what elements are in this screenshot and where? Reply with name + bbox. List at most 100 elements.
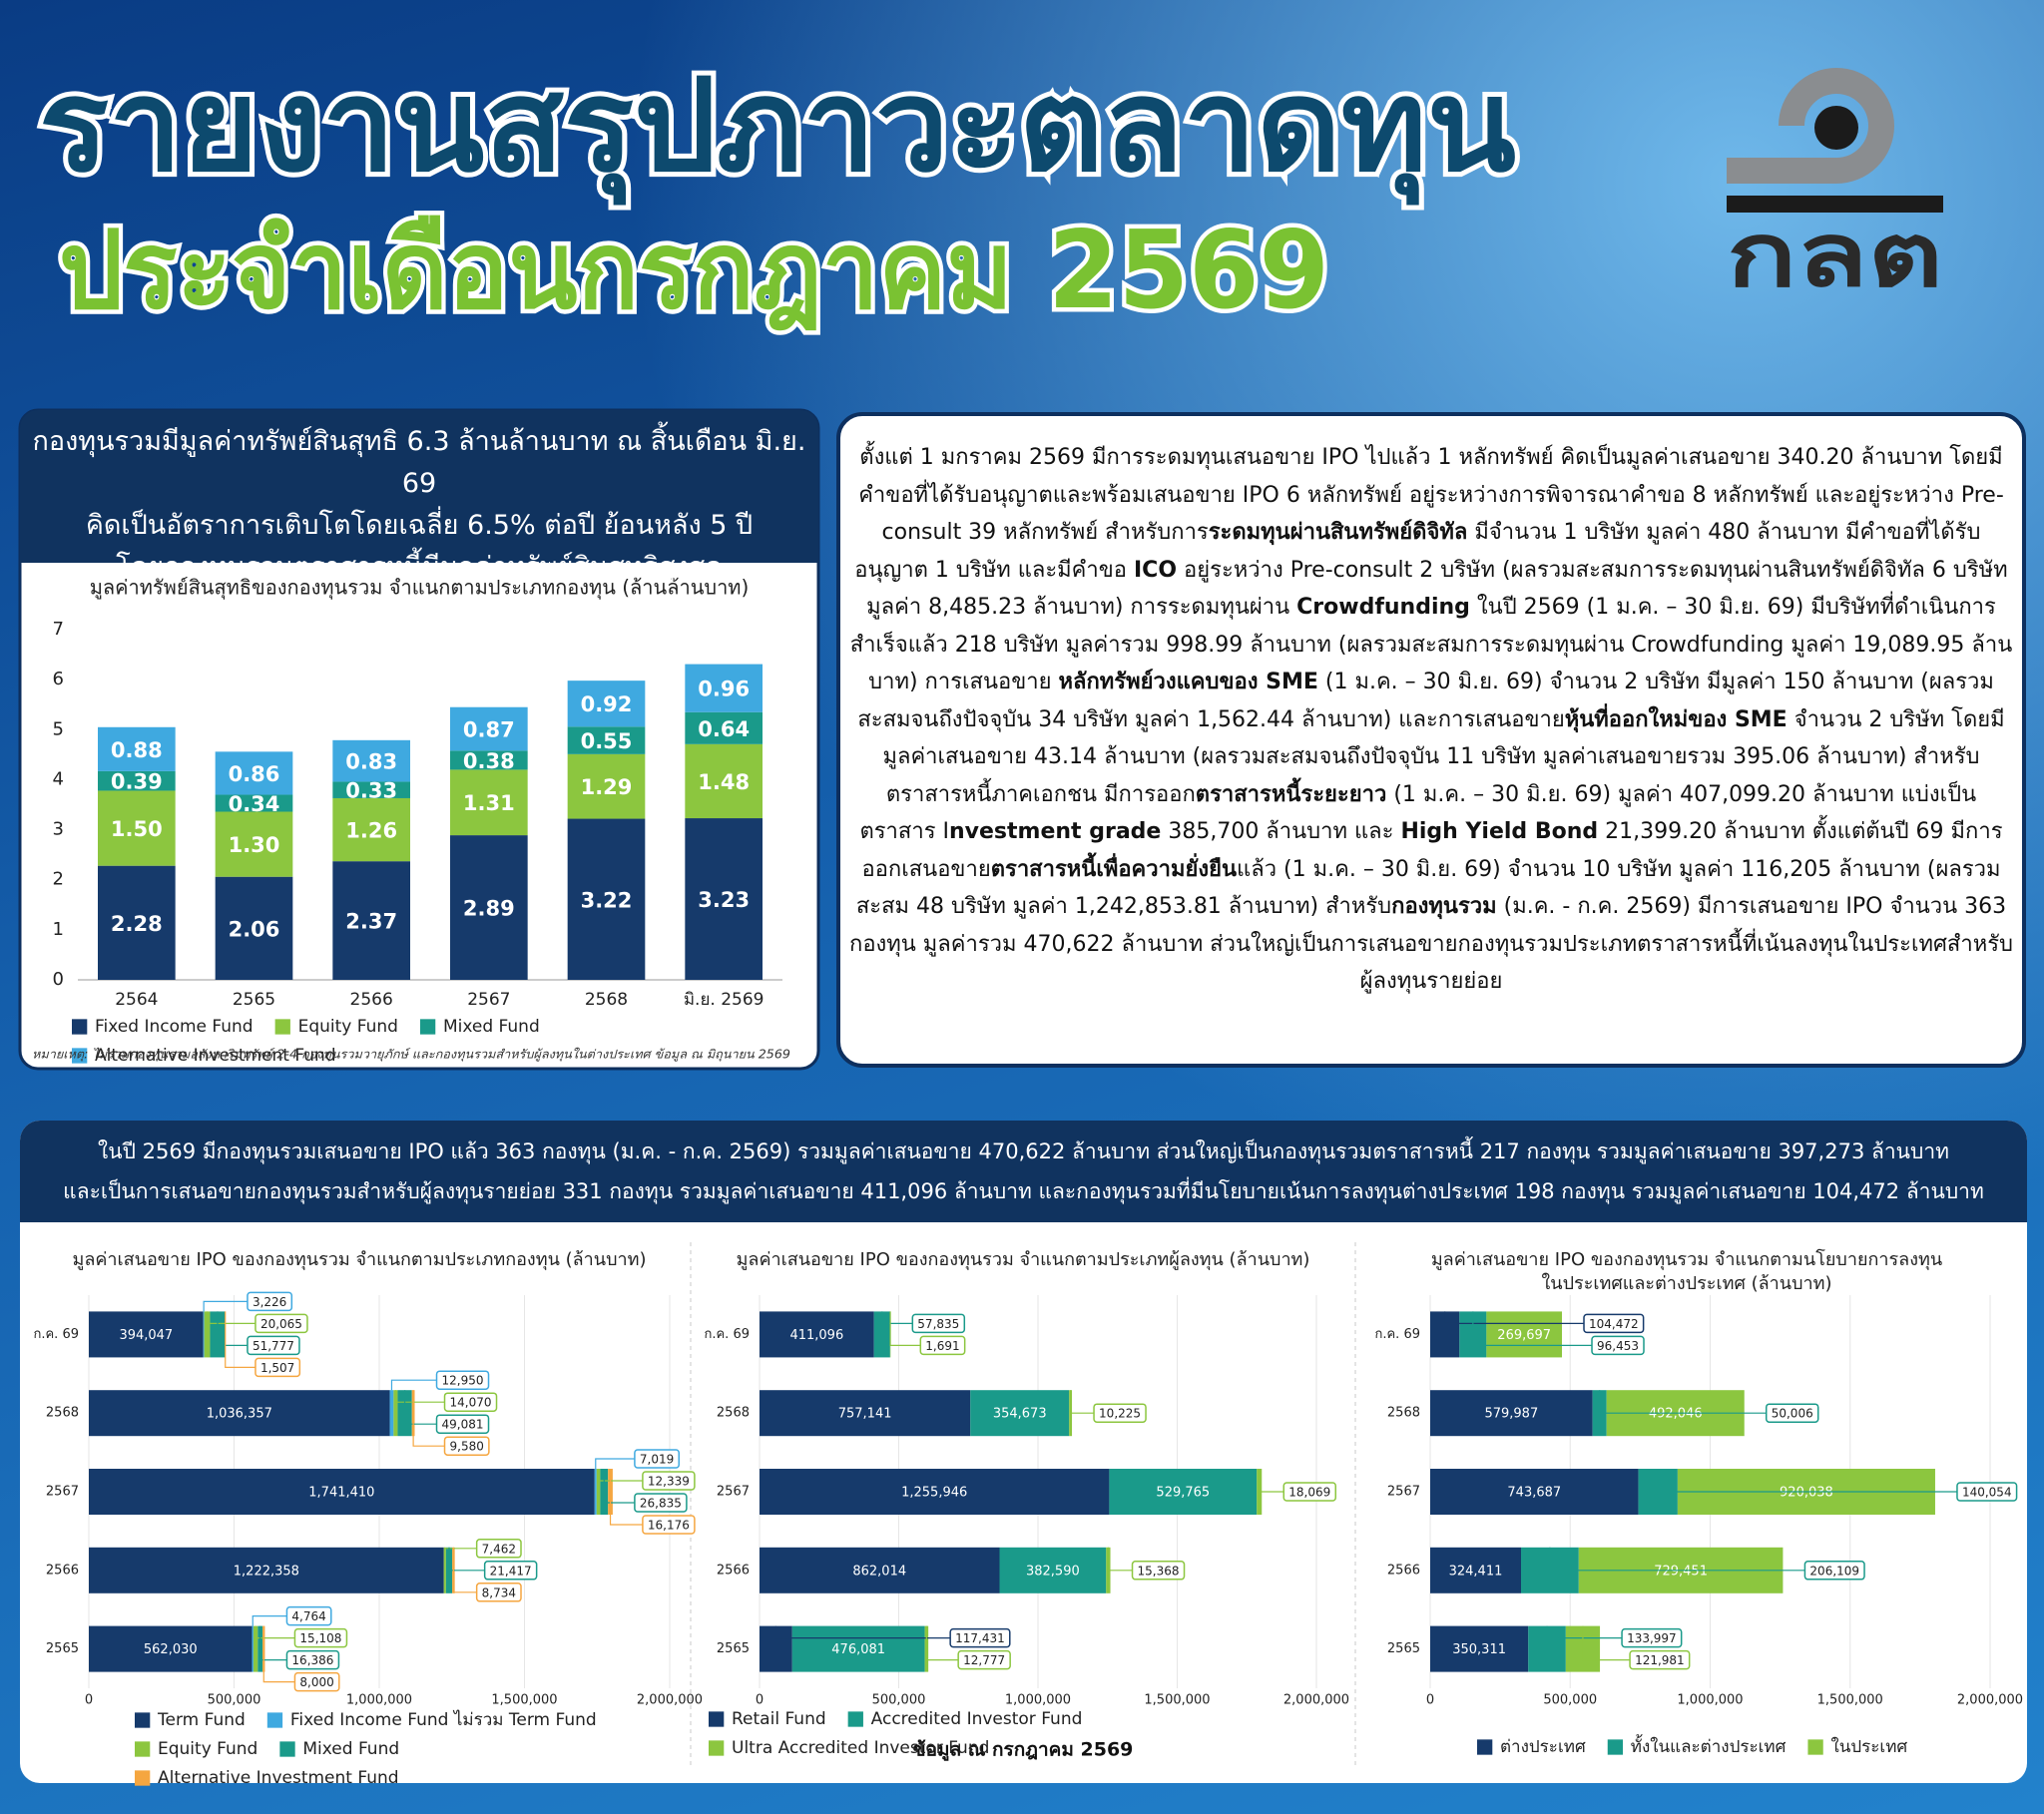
ipo-heading: ในปี 2569 มีกองทุนรวมเสนอขาย IPO แล้ว 36… xyxy=(20,1132,2027,1211)
heading-line: กองทุนรวมมีมูลค่าทรัพย์สินสุทธิ 6.3 ล้าน… xyxy=(32,426,806,499)
bar-segment xyxy=(393,1390,398,1437)
value-label: 0.33 xyxy=(345,779,397,803)
logo: กลต xyxy=(1727,68,1943,306)
value-label: 20,065 xyxy=(260,1317,302,1331)
value-label: 529,765 xyxy=(1156,1486,1210,1501)
value-label: 10,225 xyxy=(1099,1407,1141,1421)
bar-segment xyxy=(760,1311,874,1358)
callout-line xyxy=(609,1469,643,1526)
y-tick-label: 2567 xyxy=(46,1485,79,1500)
text-run: อยู่ระหว่าง Pre-consult 2 บริษัท (ผลรวมส… xyxy=(866,557,2008,621)
legend-swatch xyxy=(135,1770,151,1786)
text-run: ตราสารหนี้ระยะยาว xyxy=(1195,781,1387,807)
bar-segment xyxy=(1430,1547,1521,1593)
bar-segment xyxy=(685,743,763,819)
x-tick-label: 0 xyxy=(85,1693,93,1708)
value-label: 0.39 xyxy=(111,770,163,794)
y-tick-label: 2565 xyxy=(717,1641,750,1656)
heading-line: และเป็นการเสนอขายกองทุนรวมสำหรับผู้ลงทุน… xyxy=(63,1179,1984,1203)
bar-segment xyxy=(685,664,763,712)
bar-segment xyxy=(215,794,293,812)
legend-swatch xyxy=(847,1711,863,1727)
legend-label: Term Fund xyxy=(157,1710,246,1730)
y-tick-label: 2565 xyxy=(46,1641,79,1656)
chart-title: มูลค่าเสนอขาย IPO ของกองทุนรวม จำแนกตามป… xyxy=(72,1249,646,1270)
text-run: High Yield Bond xyxy=(1400,819,1599,844)
callout-line xyxy=(603,1469,635,1504)
callout-box xyxy=(911,1313,966,1334)
value-label: 743,687 xyxy=(1507,1486,1561,1501)
value-label: 382,590 xyxy=(1026,1564,1080,1579)
value-label: 0.87 xyxy=(463,718,515,742)
value-label: 7,019 xyxy=(640,1453,674,1467)
bar-segment xyxy=(98,726,176,771)
bar-segment xyxy=(596,1469,601,1515)
text-run: ตั้งแต่ 1 มกราคม 2569 มีการระดมทุนเสนอขา… xyxy=(858,445,2004,545)
value-label: 757,141 xyxy=(838,1407,892,1422)
bar-segment xyxy=(450,750,528,770)
x-tick-label: 1,500,000 xyxy=(1144,1693,1210,1708)
bar-segment xyxy=(1430,1390,1593,1437)
value-label: 0.86 xyxy=(229,762,280,786)
bar-segment xyxy=(1430,1625,1529,1672)
value-label: 3,226 xyxy=(253,1295,286,1309)
value-label: 121,981 xyxy=(1635,1653,1685,1667)
value-label: 350,311 xyxy=(1452,1642,1506,1657)
x-tick-label: 2568 xyxy=(585,990,628,1010)
chart-note: หมายเหตุ: ไม่รวมกองทุนรวมอสังหาริมทรัพย์… xyxy=(32,1048,790,1063)
callout-line xyxy=(1582,1625,1631,1661)
x-tick-label: 2564 xyxy=(115,990,158,1010)
value-label: 492,046 xyxy=(1649,1407,1703,1422)
value-label: 1,222,358 xyxy=(234,1564,299,1579)
y-tick-label: ก.ค. 69 xyxy=(33,1327,79,1342)
bar-segment xyxy=(215,876,293,980)
bar-segment xyxy=(332,797,410,862)
callout-box xyxy=(443,1392,498,1412)
logo-shape xyxy=(1727,158,1836,184)
legend-label: Fixed Income Fund xyxy=(95,1017,254,1037)
footnote: ข้อมูล ณ กรกฎาคม 2569 xyxy=(913,1739,1134,1762)
value-label: 2.06 xyxy=(229,917,280,941)
value-label: 1.48 xyxy=(698,770,750,794)
callout-box xyxy=(957,1649,1011,1670)
bar-segment xyxy=(450,835,528,980)
value-label: 1,691 xyxy=(925,1339,959,1353)
callout-line xyxy=(262,1625,295,1683)
nav-header-band xyxy=(20,410,818,563)
bar-segment xyxy=(89,1390,390,1437)
value-label: 0.38 xyxy=(463,749,515,773)
value-label: 18,069 xyxy=(1288,1486,1330,1500)
bar-segment xyxy=(98,865,176,980)
legend-label: Ultra Accredited Investor Fund xyxy=(732,1738,989,1758)
legend-swatch xyxy=(709,1711,725,1727)
bar-segment xyxy=(685,711,763,744)
bar-segment xyxy=(204,1311,211,1358)
text-run: ระดมทุนผ่านสินทรัพย์ดิจิทัล xyxy=(1208,520,1468,545)
y-tick-label: 7 xyxy=(53,619,64,640)
callout-line xyxy=(390,1379,437,1391)
callout-box xyxy=(483,1561,538,1581)
callout-line xyxy=(412,1390,445,1447)
callout-box xyxy=(475,1583,522,1602)
callout-line xyxy=(1107,1547,1133,1572)
value-label: 12,339 xyxy=(648,1475,690,1489)
value-label: 12,950 xyxy=(442,1374,484,1388)
callout-line xyxy=(448,1547,485,1572)
callout-line xyxy=(1546,1625,1623,1639)
legend-label: Mixed Fund xyxy=(302,1739,399,1759)
value-label: 354,673 xyxy=(993,1407,1047,1422)
legend-swatch xyxy=(419,1019,436,1035)
text-run: กองทุนรวม xyxy=(1391,894,1497,919)
callout-line xyxy=(1599,1390,1767,1414)
callout-line xyxy=(206,1311,256,1325)
bar-segment xyxy=(450,769,528,836)
value-label: 1,507 xyxy=(260,1361,294,1375)
bar-segment xyxy=(443,1547,446,1593)
x-tick-label: 2565 xyxy=(233,990,275,1010)
value-label: 133,997 xyxy=(1627,1631,1677,1645)
callout-box xyxy=(634,1493,688,1513)
callout-line xyxy=(394,1390,445,1403)
x-tick-label: 1,000,000 xyxy=(1677,1693,1743,1708)
bar-segment xyxy=(567,753,646,819)
callout-line xyxy=(255,1625,295,1639)
